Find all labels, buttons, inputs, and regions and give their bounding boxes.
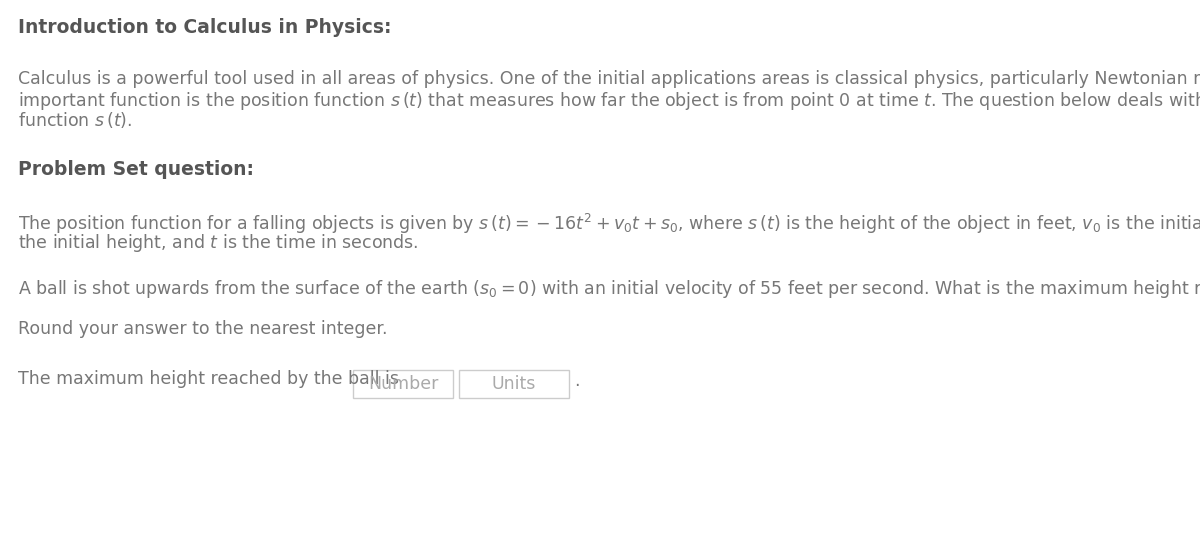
Text: important function is the position function $s\,(t)$ that measures how far the o: important function is the position funct… <box>18 90 1200 112</box>
Text: Round your answer to the nearest integer.: Round your answer to the nearest integer… <box>18 320 388 338</box>
FancyBboxPatch shape <box>458 370 569 398</box>
Text: The maximum height reached by the ball is: The maximum height reached by the ball i… <box>18 370 398 388</box>
FancyBboxPatch shape <box>353 370 454 398</box>
Text: .: . <box>574 372 580 390</box>
Text: Number: Number <box>368 375 438 393</box>
Text: Calculus is a powerful tool used in all areas of physics. One of the initial app: Calculus is a powerful tool used in all … <box>18 70 1200 88</box>
Text: function $s\,(t)$.: function $s\,(t)$. <box>18 110 132 130</box>
Text: A ball is shot upwards from the surface of the earth ($s_0 = 0$) with an initial: A ball is shot upwards from the surface … <box>18 278 1200 300</box>
Text: Introduction to Calculus in Physics:: Introduction to Calculus in Physics: <box>18 18 391 37</box>
Text: Problem Set question:: Problem Set question: <box>18 160 254 179</box>
Text: The position function for a falling objects is given by $s\,(t) = -16t^2 + v_0t : The position function for a falling obje… <box>18 212 1200 236</box>
Text: the initial height, and $t$ is the time in seconds.: the initial height, and $t$ is the time … <box>18 232 419 254</box>
Text: Units: Units <box>492 375 536 393</box>
